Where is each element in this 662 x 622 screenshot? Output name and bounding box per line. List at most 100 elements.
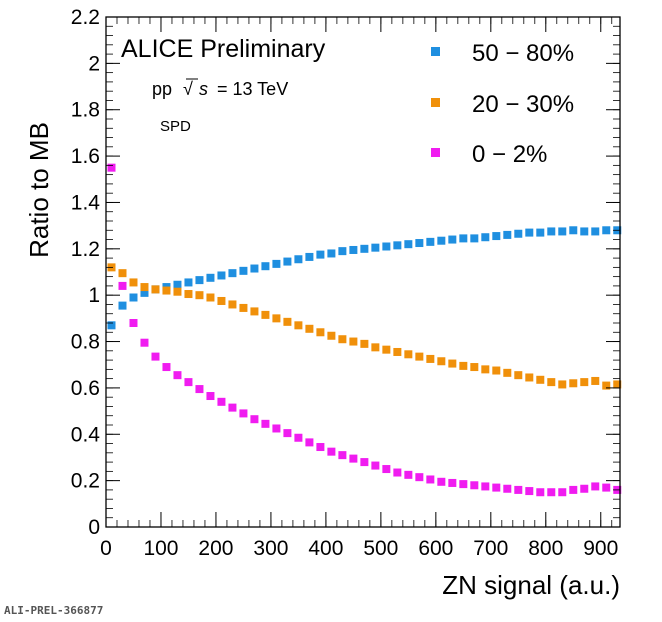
legend-entry-label: 50 − 80% — [472, 40, 574, 67]
x-tick-label: 600 — [418, 537, 453, 560]
data-point-series-2 — [195, 291, 204, 300]
data-point-series-3 — [602, 483, 611, 492]
data-point-series-3 — [470, 481, 479, 490]
data-point-series-1 — [459, 234, 468, 243]
data-point-series-2 — [426, 354, 435, 363]
data-point-series-2 — [514, 371, 523, 380]
data-point-series-3 — [118, 281, 127, 290]
experiment-label: ALICE Preliminary — [121, 35, 326, 63]
data-point-series-3 — [448, 478, 457, 487]
legend-marker — [431, 98, 440, 107]
data-point-series-2 — [382, 345, 391, 354]
y-tick-label: 0.2 — [71, 470, 100, 493]
data-point-series-2 — [591, 376, 600, 385]
data-point-series-1 — [360, 244, 369, 253]
data-point-series-1 — [283, 257, 292, 266]
data-point-series-2 — [525, 373, 534, 382]
data-point-series-2 — [206, 293, 215, 302]
data-point-series-1 — [272, 259, 281, 268]
y-tick-label: 0.4 — [71, 423, 101, 446]
legend-marker — [431, 148, 440, 157]
system-prefix: pp — [152, 79, 172, 99]
data-point-series-2 — [272, 314, 281, 323]
data-point-series-1 — [547, 227, 556, 236]
data-point-series-1 — [514, 229, 523, 238]
data-point-series-3 — [250, 415, 259, 424]
data-point-series-2 — [305, 324, 314, 333]
data-point-series-1 — [503, 230, 512, 239]
data-point-series-3 — [459, 480, 468, 489]
data-point-series-3 — [195, 385, 204, 394]
y-tick-label: 2 — [88, 52, 100, 75]
data-point-series-1 — [327, 249, 336, 258]
y-tick-label: 0.8 — [71, 331, 100, 354]
data-point-series-3 — [580, 484, 589, 493]
data-point-series-3 — [162, 363, 171, 372]
data-point-series-2 — [437, 357, 446, 366]
data-point-series-2 — [228, 300, 237, 309]
sqrt-symbol: √ — [183, 79, 193, 99]
data-point-series-2 — [294, 321, 303, 330]
data-point-series-3 — [514, 485, 523, 494]
data-point-series-2 — [404, 350, 413, 359]
data-point-series-1 — [239, 266, 248, 275]
data-point-series-1 — [415, 239, 424, 248]
data-point-series-1 — [437, 236, 446, 245]
data-point-series-1 — [382, 242, 391, 251]
data-point-series-2 — [360, 339, 369, 348]
legend-entry-label: 20 − 30% — [472, 91, 574, 118]
data-point-series-1 — [305, 252, 314, 261]
data-point-series-1 — [536, 228, 545, 237]
data-point-series-1 — [393, 241, 402, 250]
data-point-series-2 — [470, 363, 479, 372]
data-point-series-3 — [349, 454, 358, 463]
data-point-series-1 — [602, 226, 611, 235]
data-point-series-1 — [338, 247, 347, 256]
data-point-series-2 — [327, 331, 336, 340]
y-tick-label: 1.6 — [71, 145, 100, 168]
data-point-series-2 — [316, 328, 325, 337]
data-point-series-2 — [162, 286, 171, 295]
plot-frame — [105, 16, 621, 528]
data-point-series-1 — [349, 245, 358, 254]
data-point-series-1 — [492, 232, 501, 241]
data-point-series-3 — [558, 488, 567, 497]
data-point-series-1 — [525, 228, 534, 237]
data-point-series-1 — [470, 234, 479, 243]
data-point-series-2 — [547, 378, 556, 387]
data-point-series-3 — [481, 482, 490, 491]
data-point-series-2 — [261, 310, 270, 319]
y-tick-label: 2.2 — [71, 6, 100, 29]
data-point-series-3 — [327, 447, 336, 456]
data-point-series-1 — [228, 269, 237, 278]
figure-id-label: ALI-PREL-366877 — [4, 604, 104, 617]
data-point-series-1 — [591, 227, 600, 236]
data-point-series-2 — [217, 296, 226, 305]
legend-marker — [431, 47, 440, 56]
data-point-series-3 — [107, 163, 116, 172]
data-point-series-2 — [173, 287, 182, 296]
data-point-series-2 — [613, 380, 622, 389]
data-point-series-2 — [250, 307, 259, 316]
data-point-series-2 — [558, 380, 567, 389]
data-point-series-1 — [569, 226, 578, 235]
data-point-series-1 — [250, 264, 259, 273]
data-point-series-3 — [404, 470, 413, 479]
x-tick-label: 300 — [253, 537, 288, 560]
data-point-series-3 — [206, 392, 215, 401]
data-point-series-2 — [283, 317, 292, 326]
data-point-series-2 — [393, 347, 402, 356]
detector-label: SPD — [160, 118, 191, 135]
data-point-series-3 — [569, 485, 578, 494]
data-point-series-3 — [184, 378, 193, 387]
data-point-series-3 — [261, 419, 270, 428]
y-tick-label: 1.2 — [71, 238, 100, 261]
data-point-series-2 — [481, 365, 490, 374]
data-point-series-2 — [349, 337, 358, 346]
data-point-series-1 — [448, 235, 457, 244]
x-tick-label: 800 — [528, 537, 563, 560]
y-tick-label: 1.8 — [71, 99, 100, 122]
data-point-series-1 — [316, 250, 325, 259]
data-point-series-1 — [129, 293, 138, 302]
data-point-series-2 — [239, 303, 248, 312]
